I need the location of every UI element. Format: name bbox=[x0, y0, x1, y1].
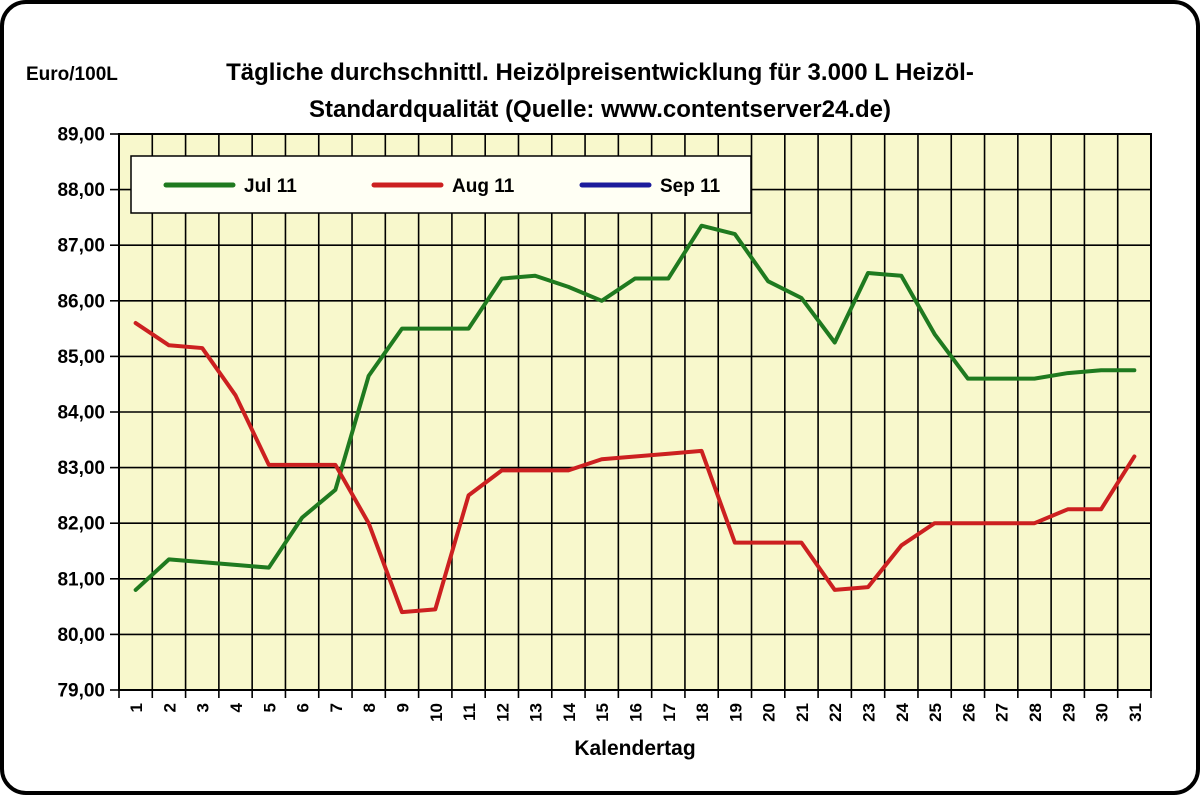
x-tick-label: 30 bbox=[1093, 703, 1112, 722]
x-tick-label: 7 bbox=[327, 703, 346, 712]
x-tick-label: 21 bbox=[793, 703, 812, 722]
x-tick-label: 16 bbox=[627, 703, 646, 722]
y-tick-label: 88,00 bbox=[57, 180, 105, 201]
x-tick-label: 28 bbox=[1026, 703, 1045, 722]
x-tick-label: 5 bbox=[260, 703, 279, 712]
x-tick-label: 6 bbox=[294, 703, 313, 712]
x-tick-label: 14 bbox=[560, 702, 579, 721]
x-tick-label: 25 bbox=[926, 703, 945, 722]
series-lines bbox=[133, 223, 1137, 615]
y-tick-label: 82,00 bbox=[57, 514, 105, 535]
x-tick-label: 1 bbox=[127, 703, 146, 712]
heating-oil-price-line-chart: 89,00 88,00 87,00 86,00 85,00 84,00 83,00 82,00… bbox=[57, 125, 1152, 722]
x-tick-label: 18 bbox=[693, 703, 712, 722]
series-line-jul-11 bbox=[133, 223, 1137, 592]
y-tick-label: 83,00 bbox=[57, 458, 105, 479]
legend-label-jul-11: Jul 11 bbox=[244, 176, 297, 197]
chart-title-line2: Standardqualität (Quelle: www.contentser… bbox=[309, 96, 891, 123]
x-tick-label: 2 bbox=[160, 703, 179, 712]
x-axis-labels: 1 2 3 4 5 6 7 8 9 10 11 12 13 14 15 16 17 18 19 20 21 22 23 24 2… bbox=[127, 702, 1145, 721]
x-tick-label: 26 bbox=[959, 703, 978, 722]
plot-border bbox=[118, 133, 1152, 691]
x-tick-label: 4 bbox=[227, 702, 246, 712]
y-tick-label: 86,00 bbox=[57, 291, 105, 312]
legend-label-sep-11: Sep 11 bbox=[660, 176, 721, 197]
x-tick-label: 17 bbox=[660, 703, 679, 722]
x-tick-label: 23 bbox=[860, 703, 879, 722]
chart-title: Tägliche durchschnittl. Heizölpreisentwi… bbox=[4, 54, 1196, 128]
legend-label-aug-11: Aug 11 bbox=[452, 176, 515, 197]
legend: Jul 11 Aug 11 Sep 11 bbox=[130, 155, 752, 214]
x-tick-label: 27 bbox=[993, 703, 1012, 722]
y-tick-label: 87,00 bbox=[57, 236, 105, 257]
y-tick-label: 89,00 bbox=[57, 125, 105, 146]
series-line-aug-11 bbox=[133, 321, 1137, 615]
x-tick-label: 31 bbox=[1126, 703, 1145, 722]
x-tick-label: 29 bbox=[1059, 703, 1078, 722]
chart-title-line1: Tägliche durchschnittl. Heizölpreisentwi… bbox=[226, 59, 974, 86]
x-tick-label: 20 bbox=[760, 703, 779, 722]
y-tick-label: 79,00 bbox=[57, 681, 105, 702]
x-tick-label: 12 bbox=[493, 703, 512, 722]
x-tick-label: 8 bbox=[360, 703, 379, 712]
x-tick-label: 13 bbox=[527, 703, 546, 722]
x-tick-label: 19 bbox=[726, 703, 745, 722]
y-tick-label: 85,00 bbox=[57, 347, 105, 368]
x-tick-label: 9 bbox=[393, 703, 412, 712]
x-tick-label: 11 bbox=[460, 703, 479, 721]
x-tick-label: 24 bbox=[893, 702, 912, 721]
x-tick-label: 15 bbox=[593, 703, 612, 722]
x-axis-title: Kalendertag bbox=[574, 737, 696, 760]
y-axis-labels: 89,00 88,00 87,00 86,00 85,00 84,00 83,00 82,00… bbox=[57, 125, 105, 702]
x-tick-label: 22 bbox=[826, 703, 845, 722]
x-tick-label: 3 bbox=[194, 703, 213, 712]
y-tick-label: 84,00 bbox=[57, 403, 105, 424]
y-axis-unit-label: Euro/100L bbox=[26, 64, 118, 85]
y-tick-label: 81,00 bbox=[57, 569, 105, 590]
x-tick-label: 10 bbox=[427, 703, 446, 722]
y-tick-label: 80,00 bbox=[57, 625, 105, 646]
